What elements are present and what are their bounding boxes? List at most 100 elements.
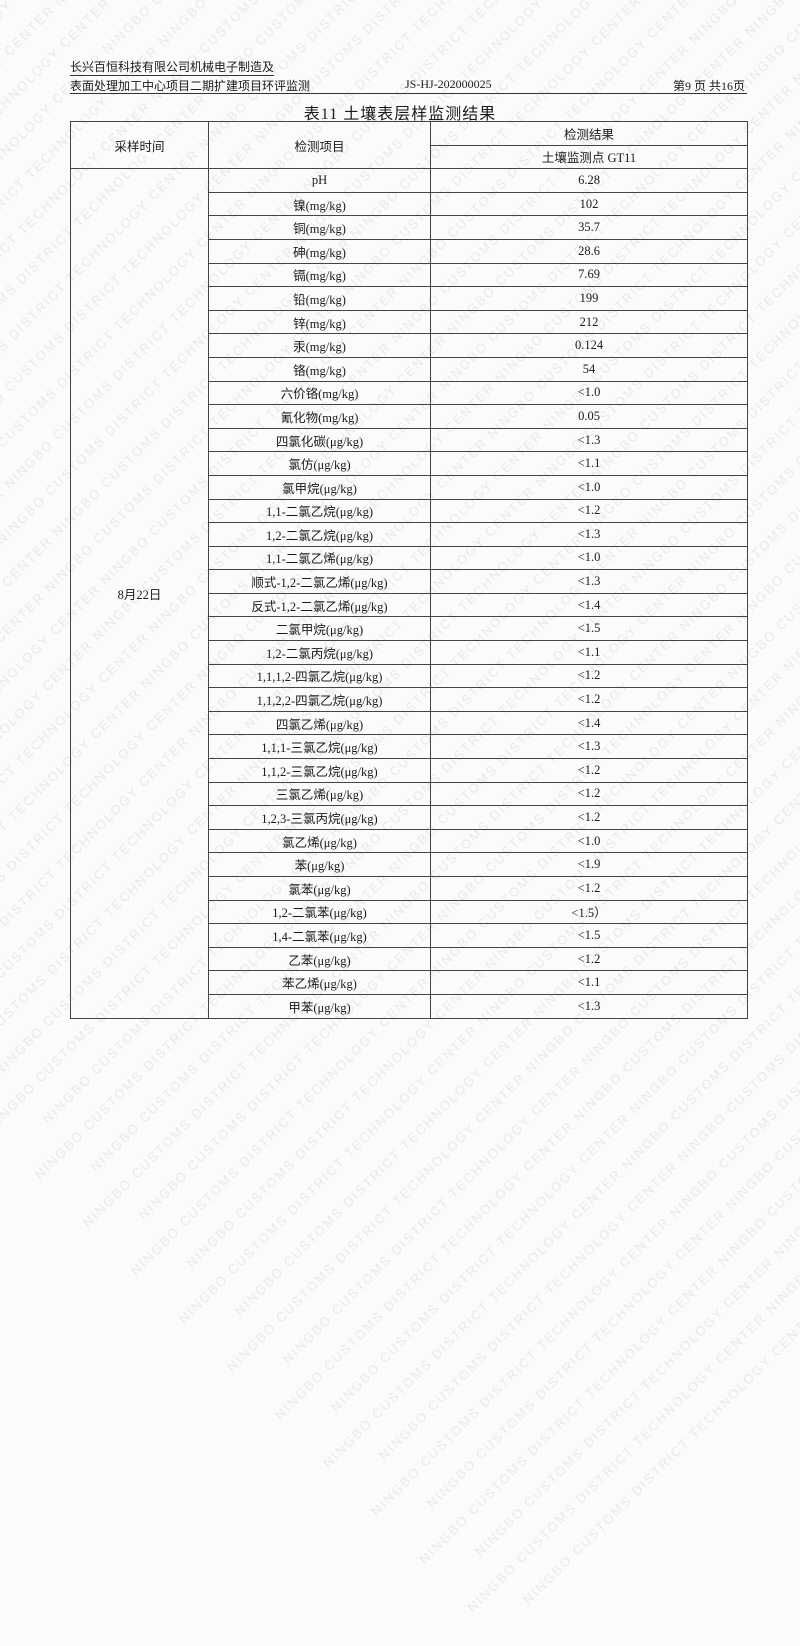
table-row: 1,1,1,2-四氯乙烷(μg/kg) <1.2 (71, 663, 748, 689)
test-item: 氯仿(μg/kg) (208, 451, 431, 476)
table-row: 镍(mg/kg) 102 (71, 191, 748, 217)
test-value: <1.2 (430, 781, 748, 807)
test-value: <1.2 (430, 946, 748, 972)
table-row: 1,1,2-三氯乙烷(μg/kg) <1.2 (71, 758, 748, 783)
test-value: <1.4 (430, 592, 748, 618)
test-item: 1,2-二氯苯(μg/kg) (208, 899, 431, 925)
test-item: 氰化物(mg/kg) (208, 404, 431, 429)
test-value: <1.1 (430, 451, 748, 476)
table-row: 1,2,3-三氯丙烷(μg/kg) <1.2 (71, 805, 748, 830)
test-value: 199 (430, 286, 748, 311)
test-value: <1.0 (430, 380, 748, 406)
test-value: 54 (430, 356, 748, 382)
test-item: 氯苯(μg/kg) (208, 876, 431, 901)
test-item: pH (208, 168, 431, 193)
test-item: 铬(mg/kg) (208, 356, 431, 382)
test-item: 1,4-二氯苯(μg/kg) (208, 923, 431, 948)
test-item: 砷(mg/kg) (208, 238, 431, 264)
test-value: <1.1 (430, 970, 748, 995)
table-row: 氰化物(mg/kg) 0.05 (71, 404, 748, 429)
table-row: 锌(mg/kg) 212 (71, 309, 748, 335)
table-row: 苯(μg/kg) <1.9 (71, 852, 748, 877)
test-value: <1.2 (430, 876, 748, 901)
test-value: <1.3 (430, 993, 748, 1019)
col-header-point: 土壤监测点 GT11 (430, 144, 748, 170)
test-value: <1.3 (430, 522, 748, 547)
table-row: 1,2-二氯苯(μg/kg) <1.5） (71, 899, 748, 925)
test-value: 28.6 (430, 238, 748, 264)
test-item: 甲苯(μg/kg) (208, 993, 431, 1019)
test-value: <1.3 (430, 569, 748, 594)
table-row: 氯仿(μg/kg) <1.1 (71, 451, 748, 476)
test-item: 苯(μg/kg) (208, 852, 431, 877)
test-item: 铅(mg/kg) (208, 286, 431, 311)
test-item: 镉(mg/kg) (208, 262, 431, 288)
test-item: 1,1-二氯乙烯(μg/kg) (208, 545, 431, 571)
test-item: 反式-1,2-二氯乙烯(μg/kg) (208, 592, 431, 618)
test-value: <1.1 (430, 640, 748, 665)
table-title: 表11 土壤表层样监测结果 (303, 106, 497, 123)
test-value: <1.0 (430, 474, 748, 500)
test-value: <1.2 (430, 663, 748, 689)
header-line2: 表面处理加工中心项目二期扩建项目环评监测 JS-HJ-202000025 第9 … (70, 77, 747, 94)
test-value: <1.5 (430, 923, 748, 948)
test-item: 顺式-1,2-二氯乙烯(μg/kg) (208, 569, 431, 594)
table-row: 铅(mg/kg) 199 (71, 286, 748, 311)
test-item: 四氯化碳(μg/kg) (208, 427, 431, 453)
test-item: 1,2-二氯乙烷(μg/kg) (208, 522, 431, 547)
table-row: 1,1-二氯乙烯(μg/kg) <1.0 (71, 545, 748, 571)
table-row: 铜(mg/kg) 35.7 (71, 215, 748, 240)
table-row: 1,2-二氯乙烷(μg/kg) <1.3 (71, 522, 748, 547)
col-header-time: 采样时间 (70, 120, 209, 170)
test-value: 212 (430, 309, 748, 335)
test-item: 苯乙烯(μg/kg) (208, 970, 431, 995)
table-row: 氯乙烯(μg/kg) <1.0 (71, 828, 748, 854)
test-item: 三氯乙烯(μg/kg) (208, 781, 431, 807)
table-row: 六价铬(mg/kg) <1.0 (71, 380, 748, 406)
test-value: <1.0 (430, 828, 748, 854)
table-row: 1,1,2,2-四氯乙烷(μg/kg) <1.2 (71, 687, 748, 712)
table-row: 甲苯(μg/kg) <1.3 (71, 993, 748, 1019)
test-item: 1,1,2,2-四氯乙烷(μg/kg) (208, 687, 431, 712)
test-value: <1.3 (430, 427, 748, 453)
table-row: 1,1,1-三氯乙烷(μg/kg) <1.3 (71, 734, 748, 760)
test-item: 1,1-二氯乙烷(μg/kg) (208, 498, 431, 524)
test-value: 102 (430, 191, 748, 217)
test-value: <1.2 (430, 758, 748, 783)
test-value: 0.05 (430, 404, 748, 429)
col-header-result: 检测结果 (430, 121, 748, 146)
test-item: 六价铬(mg/kg) (208, 380, 431, 406)
test-value: 35.7 (430, 215, 748, 240)
test-item: 四氯乙烯(μg/kg) (208, 710, 431, 736)
test-item: 氯甲烷(μg/kg) (208, 474, 431, 500)
test-value: <1.9 (430, 852, 748, 877)
results-table: 采样时间 检测项目 检测结果 土壤监测点 GT11 8月22日 pH 6.28 镍(m… (70, 120, 748, 1019)
test-value: <1.0 (430, 545, 748, 571)
test-item: 1,2-二氯丙烷(μg/kg) (208, 640, 431, 665)
test-item: 1,1,1-三氯乙烷(μg/kg) (208, 734, 431, 760)
table-row: 四氯化碳(μg/kg) <1.3 (71, 427, 748, 453)
test-item: 1,2,3-三氯丙烷(μg/kg) (208, 805, 431, 830)
report-number: JS-HJ-202000025 (405, 77, 492, 91)
test-value: <1.2 (430, 687, 748, 712)
test-value: <1.4 (430, 710, 748, 736)
test-value: <1.5 (430, 616, 748, 642)
test-value: <1.2 (430, 805, 748, 830)
table-row: 镉(mg/kg) 7.69 (71, 262, 748, 288)
test-item: 铜(mg/kg) (208, 215, 431, 240)
table-row: 三氯乙烯(μg/kg) <1.2 (71, 781, 748, 807)
header-row: 采样时间 检测项目 检测结果 (70, 120, 748, 170)
test-item: 二氯甲烷(μg/kg) (208, 616, 431, 642)
test-item: 汞(mg/kg) (208, 333, 431, 358)
test-item: 氯乙烯(μg/kg) (208, 828, 431, 854)
header-company: 长兴百恒科技有限公司机械电子制造及 (70, 60, 275, 76)
table-row: 四氯乙烯(μg/kg) <1.4 (71, 710, 748, 736)
test-value: <1.5） (430, 899, 748, 925)
test-value: <1.2 (430, 498, 748, 524)
table-row: 铬(mg/kg) 54 (71, 356, 748, 382)
table-row: 8月22日 pH 6.28 (70, 168, 748, 1019)
col-header-item: 检测项目 (208, 120, 431, 170)
test-item: 乙苯(μg/kg) (208, 946, 431, 972)
header-project: 表面处理加工中心项目二期扩建项目环评监测 (70, 79, 311, 93)
page-number: 第9 页 共16页 (672, 79, 745, 93)
